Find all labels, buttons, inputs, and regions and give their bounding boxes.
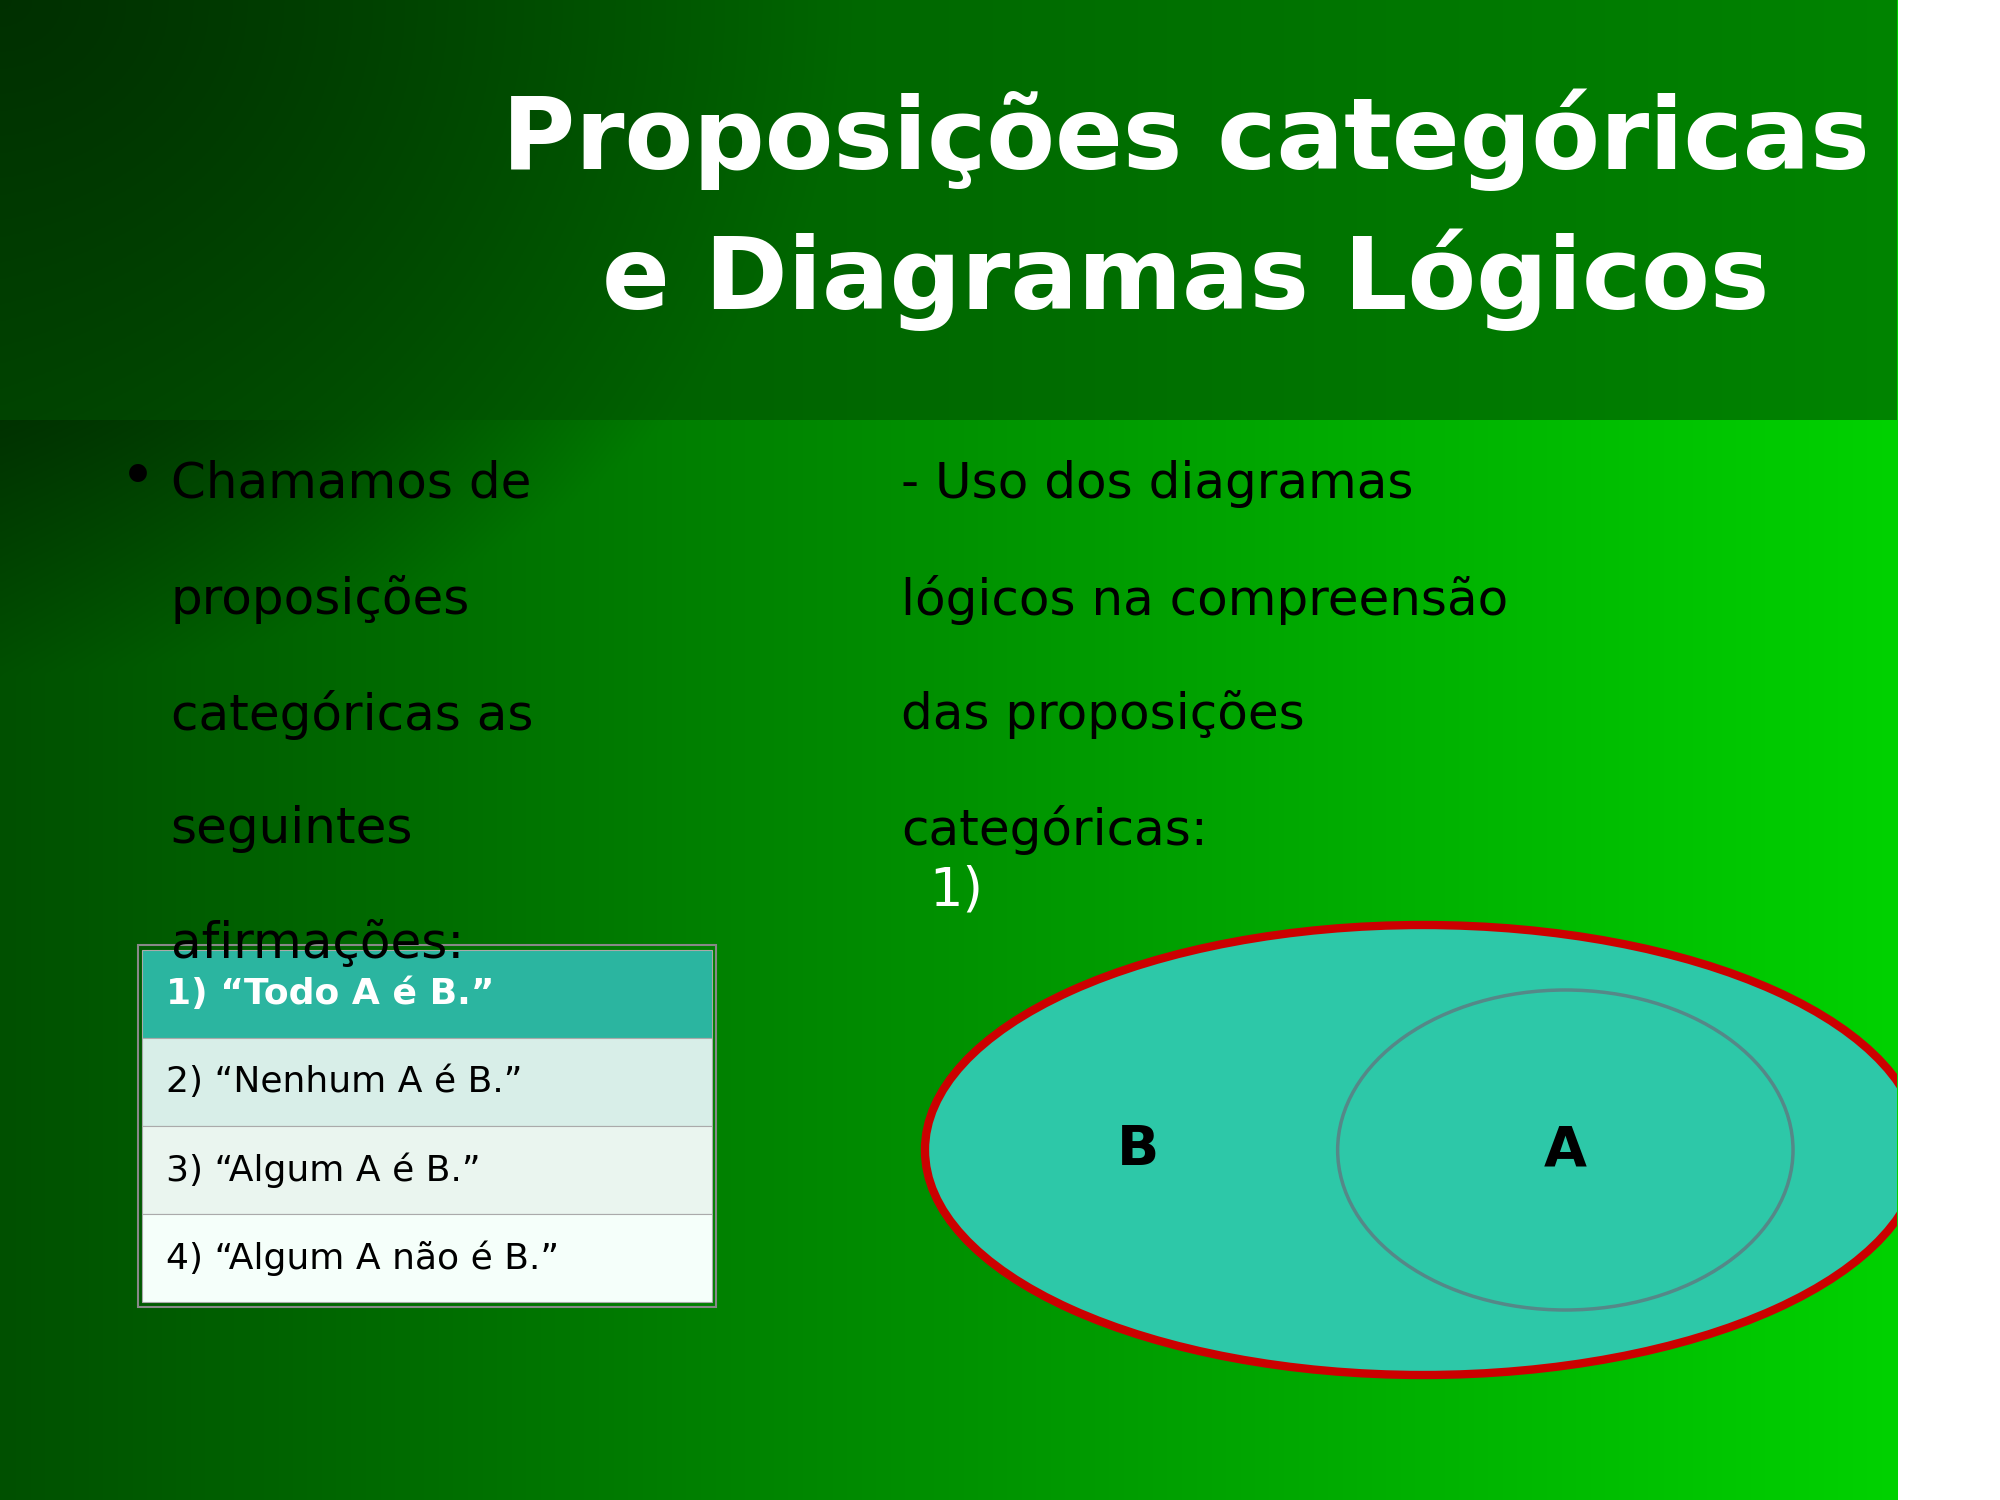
Text: 3) “Algum A é B.”: 3) “Algum A é B.” (166, 1152, 480, 1188)
Text: 1): 1) (930, 864, 984, 916)
Text: A: A (1544, 1124, 1586, 1178)
Bar (142, 1126, 712, 1214)
Text: seguintes: seguintes (170, 806, 414, 853)
Text: 1) “Todo A é B.”: 1) “Todo A é B.” (166, 976, 494, 1011)
Text: lógicos na compreensão: lógicos na compreensão (902, 574, 1508, 626)
Text: Chamamos de: Chamamos de (170, 460, 532, 509)
Bar (142, 950, 712, 1038)
Ellipse shape (924, 926, 1922, 1376)
Ellipse shape (1338, 990, 1794, 1310)
Text: - Uso dos diagramas: - Uso dos diagramas (902, 460, 1414, 509)
Bar (142, 1038, 712, 1126)
Text: das proposições: das proposições (902, 690, 1306, 740)
Text: proposições: proposições (170, 574, 470, 624)
Text: e Diagramas Lógicos: e Diagramas Lógicos (602, 230, 1770, 332)
Text: categóricas as: categóricas as (170, 690, 534, 740)
Text: B: B (1118, 1124, 1160, 1178)
Text: afirmações:: afirmações: (170, 920, 464, 968)
Text: Proposições categóricas: Proposições categóricas (502, 88, 1870, 192)
Text: categóricas:: categóricas: (902, 806, 1208, 855)
Text: •: • (120, 450, 156, 509)
Bar (0, 0, 1898, 420)
Text: 4) “Algum A não é B.”: 4) “Algum A não é B.” (166, 1240, 560, 1275)
Text: 2) “Nenhum A é B.”: 2) “Nenhum A é B.” (166, 1065, 522, 1100)
Bar (142, 1214, 712, 1302)
